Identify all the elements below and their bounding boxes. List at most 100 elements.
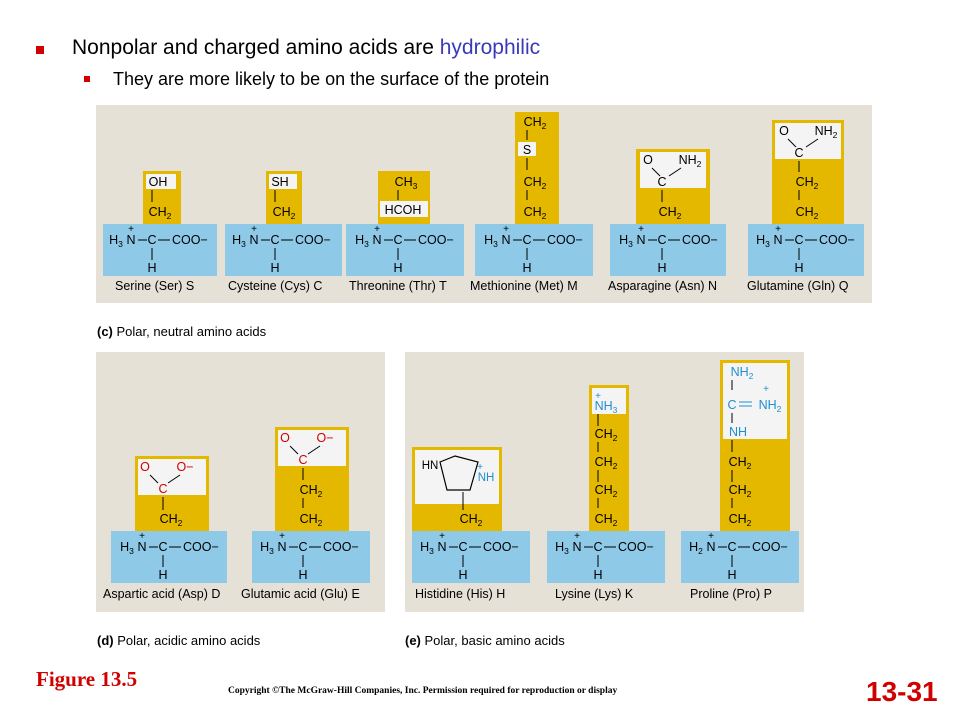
caption-histidine: Histidine (His) H [415,587,506,601]
alpha-hydrogen: H [393,261,402,275]
functional-group-box [415,450,499,504]
amine-n: N [137,540,146,554]
carboxyl-group: COO− [547,233,583,247]
charge-plus: + [708,531,714,542]
amine-h3: H3 [120,540,134,556]
hydroxy-carbon: HCOH [385,203,422,217]
caption-glutamine: Glutamine (Gln) Q [747,279,849,293]
bond-line [668,167,682,177]
caption-lysine: Lysine (Lys) K [555,587,634,601]
charge-plus: + [439,531,445,542]
functional-group-box [146,174,176,189]
alpha-hydrogen: H [727,568,736,582]
alpha-carbon: C [593,540,602,554]
carbonyl-carbon: C [794,146,803,160]
alpha-carbon: C [270,233,279,247]
amine-h3: H3 [756,233,770,249]
sulfur-atom: S [523,143,531,157]
panel-letter-d: (d) [97,633,114,648]
caption-cysteine: Cysteine (Cys) C [228,279,323,293]
functional-group-box [278,430,346,466]
alpha-carbon: C [657,233,666,247]
caption-threonine: Threonine (Thr) T [349,279,447,293]
alpha-hydrogen: H [158,568,167,582]
charge-plus: + [638,224,644,235]
ch2-group: CH2 [729,483,752,499]
amino-group: NH3 [595,399,618,415]
heading-highlight: hydrophilic [439,36,541,59]
amine-n: N [636,233,645,247]
imidazole-ring [439,455,479,491]
bond-line [805,138,819,148]
backbone-box [748,224,864,276]
carboxyl-group: COO− [819,233,855,247]
amine-h3: H3 [109,233,123,249]
amine-h3: H3 [355,233,369,249]
charge-plus: + [279,531,285,542]
oxygen-atom: O [280,431,290,445]
alpha-carbon: C [158,540,167,554]
amino-group: NH2 [731,365,754,381]
heading-line: Nonpolar and charged amino acids are hyd… [72,34,540,62]
ch2-group: CH2 [524,175,547,191]
caption-serine: Serine (Ser) S [115,279,195,293]
ch2-group: CH2 [160,512,183,528]
caption-asparagine: Asparagine (Asn) N [608,279,718,293]
bond-line [307,445,321,455]
side-chain-box [515,112,559,224]
backbone-box [346,224,464,276]
carboxyl-group: COO− [183,540,219,554]
alpha-hydrogen: H [298,568,307,582]
alpha-hydrogen: H [794,261,803,275]
bullet-marker [36,46,44,54]
bond-line [149,474,159,484]
amine-h2: H2 [689,540,703,556]
amine-n: N [572,540,581,554]
alpha-hydrogen: H [270,261,279,275]
alpha-hydrogen: H [458,568,467,582]
backbone-box [681,531,799,583]
carboxyl-group: COO− [323,540,359,554]
carboxyl-group: COO− [618,540,654,554]
ch2-group: CH2 [524,205,547,221]
amine-n: N [773,233,782,247]
carboxyl-group: COO− [682,233,718,247]
amine-n: N [372,233,381,247]
ch2-group: CH2 [796,205,819,221]
carboxyl-carbon: C [298,453,307,467]
charge-plus: + [503,224,509,235]
amine-n: N [249,233,258,247]
amine-h3: H3 [420,540,434,556]
charge-plus: + [374,224,380,235]
alpha-carbon: C [458,540,467,554]
charge-plus: + [763,384,769,395]
subheading-line: They are more likely to be on the surfac… [113,69,550,89]
ch2-group: CH2 [524,115,547,131]
functional-group-box [380,201,428,217]
backbone-box [475,224,593,276]
ring-nh-charged: NH [478,472,495,484]
bond-line [167,474,181,484]
ch2-group: CH2 [595,483,618,499]
ch2-group: CH2 [273,205,296,221]
charge-plus: + [139,531,145,542]
backbone-box [225,224,342,276]
backbone-box [610,224,726,276]
panel-letter-e: (e) [405,633,421,648]
amine-h3: H3 [619,233,633,249]
caption-methionine: Methionine (Met) M [470,279,578,293]
amine-h3: H3 [232,233,246,249]
carboxyl-group: COO− [418,233,454,247]
ch2-group: CH2 [729,512,752,528]
functional-group-box [269,174,297,189]
functional-group-box [138,459,206,495]
alpha-carbon: C [794,233,803,247]
panel-label-e: (e) Polar, basic amino acids [405,633,565,648]
ch2-group: CH2 [796,175,819,191]
ch2-group: CH2 [595,455,618,471]
functional-group-box [640,152,706,188]
alpha-hydrogen: H [522,261,531,275]
alpha-hydrogen: H [147,261,156,275]
panel-text-e: Polar, basic amino acids [424,633,565,648]
